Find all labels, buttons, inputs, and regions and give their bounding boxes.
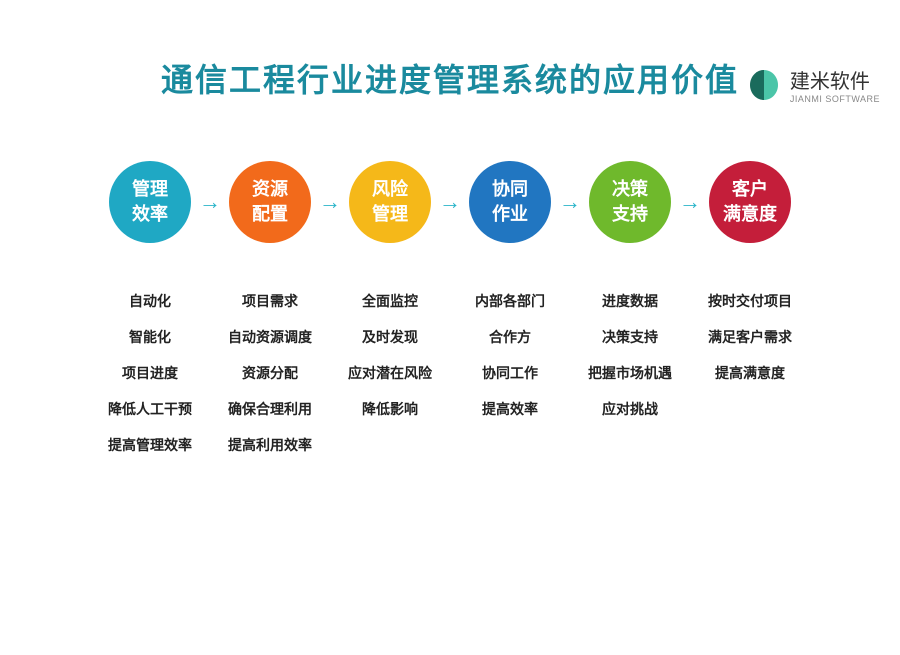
- feature-item: 智能化: [129, 327, 171, 347]
- arrow-icon: →: [319, 189, 341, 215]
- arrow-icon: →: [559, 189, 581, 215]
- arrow-icon: →: [679, 189, 701, 215]
- feature-item: 提高满意度: [715, 363, 785, 383]
- column-spacer: [439, 291, 461, 455]
- logo-subtitle: JIANMI SOFTWARE: [790, 94, 880, 104]
- logo-icon: [746, 67, 782, 103]
- feature-column: 全面监控及时发现应对潜在风险降低影响: [349, 291, 431, 455]
- flow-node: 资源配置: [229, 161, 311, 243]
- node-line2: 支持: [612, 202, 648, 227]
- node-line2: 配置: [252, 202, 288, 227]
- feature-item: 内部各部门: [475, 291, 545, 311]
- feature-item: 项目需求: [242, 291, 298, 311]
- feature-item: 满足客户需求: [708, 327, 792, 347]
- feature-item: 按时交付项目: [708, 291, 792, 311]
- column-spacer: [199, 291, 221, 455]
- arrow-icon: →: [439, 189, 461, 215]
- feature-item: 全面监控: [362, 291, 418, 311]
- feature-item: 合作方: [489, 327, 531, 347]
- feature-item: 确保合理利用: [228, 399, 312, 419]
- feature-column: 项目需求自动资源调度资源分配确保合理利用提高利用效率: [229, 291, 311, 455]
- flow-node: 风险管理: [349, 161, 431, 243]
- feature-item: 资源分配: [242, 363, 298, 383]
- feature-item: 提高效率: [482, 399, 538, 419]
- node-line1: 管理: [132, 177, 168, 202]
- node-line1: 决策: [612, 177, 648, 202]
- node-line2: 作业: [492, 202, 528, 227]
- column-spacer: [559, 291, 581, 455]
- flow-node: 客户满意度: [709, 161, 791, 243]
- feature-item: 项目进度: [122, 363, 178, 383]
- flow-row: 管理效率→资源配置→风险管理→协同作业→决策支持→客户满意度: [0, 161, 900, 243]
- feature-item: 及时发现: [362, 327, 418, 347]
- feature-item: 协同工作: [482, 363, 538, 383]
- arrow-icon: →: [199, 189, 221, 215]
- flow-node: 决策支持: [589, 161, 671, 243]
- column-spacer: [679, 291, 701, 455]
- node-line2: 效率: [132, 202, 168, 227]
- feature-item: 进度数据: [602, 291, 658, 311]
- feature-column: 进度数据决策支持把握市场机遇应对挑战: [589, 291, 671, 455]
- column-spacer: [319, 291, 341, 455]
- node-line1: 客户: [732, 177, 768, 202]
- flow-node: 协同作业: [469, 161, 551, 243]
- feature-item: 自动化: [129, 291, 171, 311]
- feature-item: 提高管理效率: [108, 435, 192, 455]
- feature-column: 按时交付项目满足客户需求提高满意度: [709, 291, 791, 455]
- feature-item: 应对潜在风险: [348, 363, 432, 383]
- feature-column: 内部各部门合作方协同工作提高效率: [469, 291, 551, 455]
- feature-item: 降低人工干预: [108, 399, 192, 419]
- node-line1: 协同: [492, 177, 528, 202]
- feature-column: 自动化智能化项目进度降低人工干预提高管理效率: [109, 291, 191, 455]
- feature-item: 自动资源调度: [228, 327, 312, 347]
- feature-item: 降低影响: [362, 399, 418, 419]
- node-line2: 满意度: [723, 202, 777, 227]
- node-line2: 管理: [372, 202, 408, 227]
- node-line1: 资源: [252, 177, 288, 202]
- feature-item: 应对挑战: [602, 399, 658, 419]
- lists-row: 自动化智能化项目进度降低人工干预提高管理效率项目需求自动资源调度资源分配确保合理…: [0, 291, 900, 455]
- brand-logo: 建米软件 JIANMI SOFTWARE: [746, 65, 880, 104]
- feature-item: 提高利用效率: [228, 435, 312, 455]
- feature-item: 把握市场机遇: [588, 363, 672, 383]
- feature-item: 决策支持: [602, 327, 658, 347]
- node-line1: 风险: [372, 177, 408, 202]
- logo-title: 建米软件: [790, 65, 880, 94]
- flow-node: 管理效率: [109, 161, 191, 243]
